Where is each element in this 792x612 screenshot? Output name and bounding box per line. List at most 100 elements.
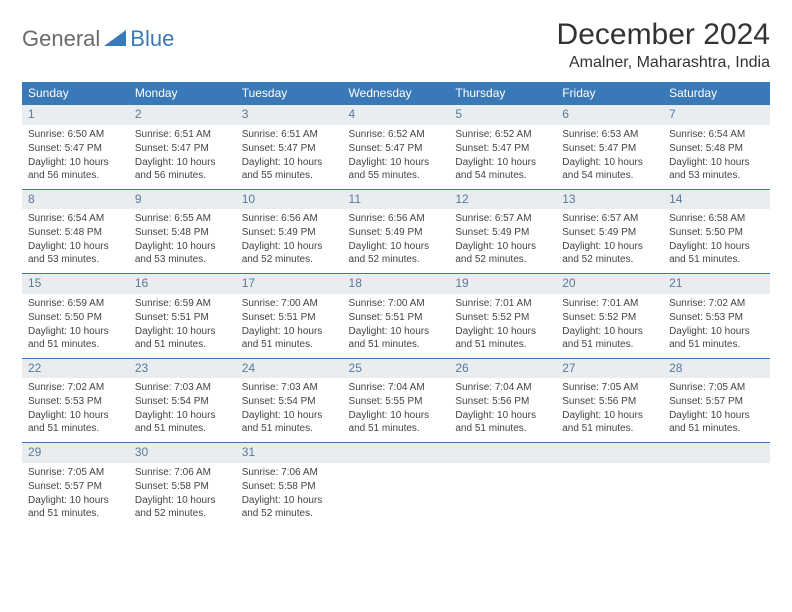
day-number: 24	[236, 358, 343, 379]
sunset-line: Sunset: 5:51 PM	[349, 311, 444, 324]
sunrise-line: Sunrise: 7:05 AM	[669, 381, 764, 394]
day-body: Sunrise: 6:55 AMSunset: 5:48 PMDaylight:…	[129, 209, 236, 273]
day-number: 27	[556, 358, 663, 379]
daylight-line: Daylight: 10 hours and 51 minutes.	[242, 409, 337, 435]
logo-triangle-icon	[104, 28, 126, 51]
day-number: 14	[663, 189, 770, 210]
sunset-line: Sunset: 5:54 PM	[242, 395, 337, 408]
daylight-line: Daylight: 10 hours and 51 minutes.	[28, 494, 123, 520]
sunset-line: Sunset: 5:57 PM	[28, 480, 123, 493]
sunrise-line: Sunrise: 7:02 AM	[28, 381, 123, 394]
day-body: Sunrise: 6:50 AMSunset: 5:47 PMDaylight:…	[22, 125, 129, 189]
day-number: 6	[556, 104, 663, 125]
calendar-row: 1Sunrise: 6:50 AMSunset: 5:47 PMDaylight…	[22, 104, 770, 189]
calendar-cell: 26Sunrise: 7:04 AMSunset: 5:56 PMDayligh…	[449, 358, 556, 443]
daylight-line: Daylight: 10 hours and 51 minutes.	[349, 409, 444, 435]
sunrise-line: Sunrise: 6:55 AM	[135, 212, 230, 225]
day-number: 25	[343, 358, 450, 379]
sunrise-line: Sunrise: 7:03 AM	[242, 381, 337, 394]
day-body: Sunrise: 6:59 AMSunset: 5:50 PMDaylight:…	[22, 294, 129, 358]
calendar-cell: 11Sunrise: 6:56 AMSunset: 5:49 PMDayligh…	[343, 189, 450, 274]
sunset-line: Sunset: 5:58 PM	[242, 480, 337, 493]
calendar-cell: 17Sunrise: 7:00 AMSunset: 5:51 PMDayligh…	[236, 273, 343, 358]
day-body: Sunrise: 7:04 AMSunset: 5:56 PMDaylight:…	[449, 378, 556, 442]
calendar-row: 29Sunrise: 7:05 AMSunset: 5:57 PMDayligh…	[22, 442, 770, 527]
day-number: 3	[236, 104, 343, 125]
calendar-cell: 2Sunrise: 6:51 AMSunset: 5:47 PMDaylight…	[129, 104, 236, 189]
logo: General Blue	[22, 26, 174, 52]
sunrise-line: Sunrise: 7:05 AM	[562, 381, 657, 394]
sunset-line: Sunset: 5:53 PM	[28, 395, 123, 408]
day-number: 20	[556, 273, 663, 294]
day-body: Sunrise: 6:58 AMSunset: 5:50 PMDaylight:…	[663, 209, 770, 273]
sunset-line: Sunset: 5:54 PM	[135, 395, 230, 408]
daylight-line: Daylight: 10 hours and 54 minutes.	[562, 156, 657, 182]
calendar-cell	[663, 442, 770, 527]
day-number: 13	[556, 189, 663, 210]
calendar-cell: 5Sunrise: 6:52 AMSunset: 5:47 PMDaylight…	[449, 104, 556, 189]
day-body: Sunrise: 6:56 AMSunset: 5:49 PMDaylight:…	[236, 209, 343, 273]
sunrise-line: Sunrise: 6:56 AM	[242, 212, 337, 225]
calendar-cell: 12Sunrise: 6:57 AMSunset: 5:49 PMDayligh…	[449, 189, 556, 274]
sunrise-line: Sunrise: 6:56 AM	[349, 212, 444, 225]
day-number: 26	[449, 358, 556, 379]
daylight-line: Daylight: 10 hours and 52 minutes.	[242, 240, 337, 266]
daylight-line: Daylight: 10 hours and 52 minutes.	[455, 240, 550, 266]
sunset-line: Sunset: 5:48 PM	[669, 142, 764, 155]
day-body: Sunrise: 7:03 AMSunset: 5:54 PMDaylight:…	[236, 378, 343, 442]
day-number: 31	[236, 442, 343, 463]
calendar-cell: 25Sunrise: 7:04 AMSunset: 5:55 PMDayligh…	[343, 358, 450, 443]
day-body-empty	[343, 463, 450, 515]
daylight-line: Daylight: 10 hours and 51 minutes.	[455, 409, 550, 435]
daylight-line: Daylight: 10 hours and 53 minutes.	[28, 240, 123, 266]
calendar-cell: 19Sunrise: 7:01 AMSunset: 5:52 PMDayligh…	[449, 273, 556, 358]
day-number: 7	[663, 104, 770, 125]
daylight-line: Daylight: 10 hours and 51 minutes.	[669, 409, 764, 435]
day-body: Sunrise: 7:04 AMSunset: 5:55 PMDaylight:…	[343, 378, 450, 442]
calendar-cell	[449, 442, 556, 527]
sunrise-line: Sunrise: 6:52 AM	[455, 128, 550, 141]
sunset-line: Sunset: 5:49 PM	[242, 226, 337, 239]
sunrise-line: Sunrise: 7:01 AM	[455, 297, 550, 310]
calendar-cell: 1Sunrise: 6:50 AMSunset: 5:47 PMDaylight…	[22, 104, 129, 189]
daylight-line: Daylight: 10 hours and 53 minutes.	[135, 240, 230, 266]
daylight-line: Daylight: 10 hours and 51 minutes.	[562, 409, 657, 435]
day-body: Sunrise: 7:02 AMSunset: 5:53 PMDaylight:…	[22, 378, 129, 442]
day-body: Sunrise: 6:59 AMSunset: 5:51 PMDaylight:…	[129, 294, 236, 358]
page-title: December 2024	[557, 18, 770, 52]
sunset-line: Sunset: 5:48 PM	[28, 226, 123, 239]
sunset-line: Sunset: 5:58 PM	[135, 480, 230, 493]
day-number: 16	[129, 273, 236, 294]
calendar-cell: 13Sunrise: 6:57 AMSunset: 5:49 PMDayligh…	[556, 189, 663, 274]
day-body: Sunrise: 6:54 AMSunset: 5:48 PMDaylight:…	[663, 125, 770, 189]
calendar-body: 1Sunrise: 6:50 AMSunset: 5:47 PMDaylight…	[22, 104, 770, 527]
daylight-line: Daylight: 10 hours and 56 minutes.	[135, 156, 230, 182]
daylight-line: Daylight: 10 hours and 52 minutes.	[242, 494, 337, 520]
daylight-line: Daylight: 10 hours and 56 minutes.	[28, 156, 123, 182]
location-text: Amalner, Maharashtra, India	[557, 54, 770, 72]
calendar-cell: 29Sunrise: 7:05 AMSunset: 5:57 PMDayligh…	[22, 442, 129, 527]
day-number: 2	[129, 104, 236, 125]
sunrise-line: Sunrise: 7:06 AM	[135, 466, 230, 479]
day-body: Sunrise: 7:02 AMSunset: 5:53 PMDaylight:…	[663, 294, 770, 358]
daylight-line: Daylight: 10 hours and 51 minutes.	[669, 325, 764, 351]
sunrise-line: Sunrise: 6:51 AM	[242, 128, 337, 141]
sunset-line: Sunset: 5:47 PM	[28, 142, 123, 155]
day-number: 18	[343, 273, 450, 294]
daylight-line: Daylight: 10 hours and 51 minutes.	[28, 325, 123, 351]
day-number: 28	[663, 358, 770, 379]
sunset-line: Sunset: 5:51 PM	[135, 311, 230, 324]
day-body: Sunrise: 7:05 AMSunset: 5:57 PMDaylight:…	[663, 378, 770, 442]
sunset-line: Sunset: 5:52 PM	[455, 311, 550, 324]
calendar-row: 8Sunrise: 6:54 AMSunset: 5:48 PMDaylight…	[22, 189, 770, 274]
day-body-empty	[663, 463, 770, 515]
sunrise-line: Sunrise: 7:02 AM	[669, 297, 764, 310]
header: General Blue December 2024 Amalner, Maha…	[22, 18, 770, 72]
calendar-cell: 7Sunrise: 6:54 AMSunset: 5:48 PMDaylight…	[663, 104, 770, 189]
day-number: 29	[22, 442, 129, 463]
sunrise-line: Sunrise: 7:05 AM	[28, 466, 123, 479]
daylight-line: Daylight: 10 hours and 51 minutes.	[28, 409, 123, 435]
calendar-cell: 18Sunrise: 7:00 AMSunset: 5:51 PMDayligh…	[343, 273, 450, 358]
day-body: Sunrise: 7:05 AMSunset: 5:57 PMDaylight:…	[22, 463, 129, 527]
daylight-line: Daylight: 10 hours and 55 minutes.	[242, 156, 337, 182]
